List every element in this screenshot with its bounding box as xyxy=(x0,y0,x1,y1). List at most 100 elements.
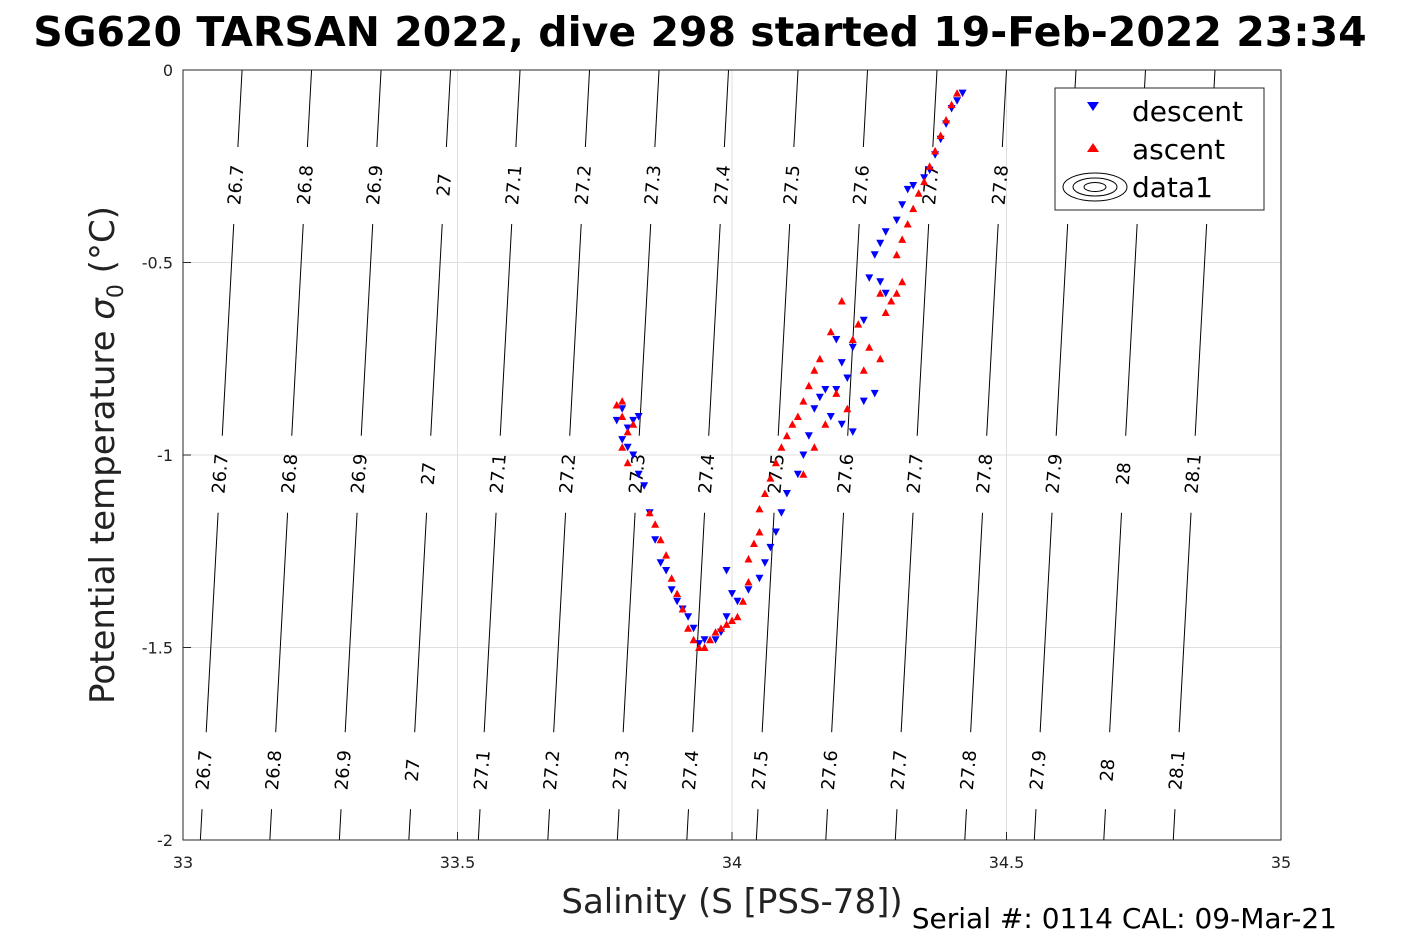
ascent-point xyxy=(744,554,753,563)
legend: descent ascent data1 xyxy=(1054,87,1265,211)
x-tick-label: 33 xyxy=(173,853,193,872)
ascent-point xyxy=(744,578,753,586)
contour-line xyxy=(445,69,452,148)
contour-line xyxy=(199,809,203,841)
descent-point xyxy=(728,590,736,598)
contour-line xyxy=(275,512,289,733)
descent-point xyxy=(722,613,731,621)
chart-title: SG620 TARSAN 2022, dive 298 started 19-F… xyxy=(33,8,1366,56)
contour-line xyxy=(708,223,721,436)
contour-line xyxy=(483,512,497,733)
contour-label: 26.8 xyxy=(262,749,286,791)
contour-label: 28.1 xyxy=(1181,453,1205,495)
contour-label: 27.2 xyxy=(540,749,564,791)
descent-point xyxy=(673,597,682,606)
descent-point xyxy=(612,416,621,425)
density-contours: 26.7 26.7 26.7 26.8 26.8 26.8 26.9 26.9 26.9 27 27… xyxy=(192,69,1221,841)
contour-label: 27.5 xyxy=(748,749,772,791)
contour-line xyxy=(638,223,652,436)
y-tick-label: -1 xyxy=(157,446,173,465)
ascent-point xyxy=(810,366,819,374)
contour-line xyxy=(616,809,620,841)
descent-point xyxy=(656,559,665,567)
ascent-point xyxy=(645,508,654,517)
descent-point xyxy=(651,536,660,544)
contour-line xyxy=(360,223,374,436)
contour-line xyxy=(862,69,869,148)
descent-point xyxy=(755,574,764,583)
contour-label: 27 xyxy=(402,758,425,783)
ascent-point xyxy=(728,616,736,625)
ascent-point xyxy=(717,624,726,632)
ascent-point xyxy=(678,605,687,613)
y-tick-label: -0.5 xyxy=(142,254,173,273)
ascent-point xyxy=(755,504,764,513)
ascent-point xyxy=(821,420,830,428)
ascent-point xyxy=(892,289,901,297)
contour-line xyxy=(338,809,342,841)
descent-point xyxy=(821,386,830,394)
contour-line xyxy=(847,223,860,436)
contour-line xyxy=(761,512,775,733)
y-tick-label: -1.5 xyxy=(142,639,173,658)
contour-line xyxy=(825,809,828,841)
ascent-point xyxy=(700,643,709,651)
legend-descent-label: descent xyxy=(1132,95,1243,128)
descent-point xyxy=(865,274,874,282)
contour-label: 27.1 xyxy=(502,164,526,206)
legend-descent-marker xyxy=(1087,102,1099,111)
descent-point xyxy=(771,528,780,536)
ascent-point xyxy=(826,327,835,336)
descent-point xyxy=(777,509,786,517)
ascent-point xyxy=(854,320,863,328)
contour-line xyxy=(269,809,273,841)
contour-label: 27.3 xyxy=(641,164,665,206)
contour-line xyxy=(237,69,243,148)
ascent-point xyxy=(782,431,791,440)
axis-ticks: 33 33.5 34 34.5 35 0 -0.5 -1 -1.5 -2 xyxy=(142,61,1291,872)
ascent-point xyxy=(618,443,627,451)
contour-label: 26.9 xyxy=(331,749,355,791)
contour-label: 27.9 xyxy=(1042,453,1066,495)
contour-label: 27 xyxy=(433,173,456,198)
descent-point xyxy=(618,405,627,413)
ascent-point xyxy=(623,458,632,467)
contour-line xyxy=(831,512,845,733)
ascent-point xyxy=(623,427,632,436)
legend-ascent-label: ascent xyxy=(1132,133,1225,166)
contour-label: 27.8 xyxy=(957,749,981,791)
ascent-point xyxy=(881,308,890,317)
descent-point xyxy=(744,586,753,594)
contour-label: 27.1 xyxy=(470,749,494,791)
contour-label: 27 xyxy=(418,461,441,486)
contour-label: 27.2 xyxy=(572,164,596,206)
descent-point xyxy=(826,413,835,421)
contour-label: 26.7 xyxy=(192,749,216,791)
contour-line xyxy=(622,512,636,733)
contour-line xyxy=(894,809,898,841)
contour-label: 26.9 xyxy=(363,164,387,206)
descent-point xyxy=(689,624,698,633)
ascent-point xyxy=(942,116,951,124)
contour-line xyxy=(1178,512,1192,733)
ascent-point xyxy=(755,528,764,536)
descent-point xyxy=(722,567,731,575)
ascent-point xyxy=(947,100,956,109)
ascent-point xyxy=(695,643,704,651)
contour-line xyxy=(1055,223,1069,436)
ascent-point xyxy=(898,235,907,243)
legend-data1-label: data1 xyxy=(1132,171,1213,204)
descent-point xyxy=(876,278,885,286)
contour-line xyxy=(964,809,967,841)
ascent-point xyxy=(771,458,780,467)
ascent-point xyxy=(815,354,824,363)
contour-label: 26.7 xyxy=(224,164,248,206)
ascent-point xyxy=(909,204,918,213)
contour-label: 26.7 xyxy=(208,453,232,495)
contour-line xyxy=(686,809,689,841)
contour-line xyxy=(1109,512,1123,733)
descent-point xyxy=(958,89,967,98)
contour-line xyxy=(932,69,938,148)
contour-label: 27.9 xyxy=(1026,749,1050,791)
contour-label: 27.5 xyxy=(764,453,788,495)
